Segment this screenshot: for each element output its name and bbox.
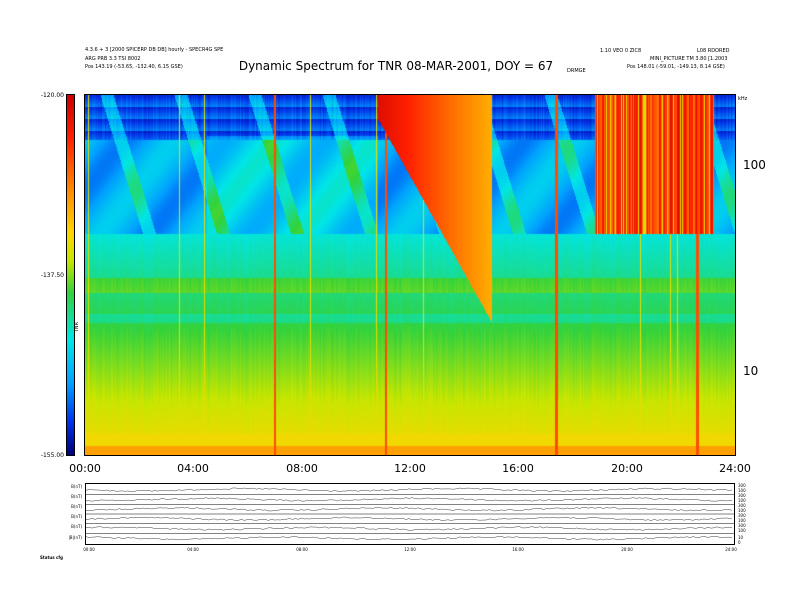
header-center-tiny: DRMGE (567, 68, 586, 74)
panel-trace (86, 487, 733, 492)
y-tick-10: 10 (743, 364, 759, 378)
panel-x-tick: 08:00 (296, 547, 308, 552)
panel-right-tick: 100 (738, 508, 746, 513)
panel-right-tick: 100 (738, 518, 746, 523)
header-right-line1: 1.10 VEO 0 ZIC8 (600, 48, 642, 54)
header-right-line3: L08 RDORED (697, 48, 730, 54)
panel-trace (86, 526, 733, 531)
footer-status-label: Status cfg (40, 555, 63, 560)
panel-x-tick: 24:00 (725, 547, 737, 552)
x-tick: 24:00 (719, 462, 751, 475)
y-axis-unit: kHz (738, 96, 748, 102)
chart-title: Dynamic Spectrum for TNR 08-MAR-2001, DO… (238, 59, 554, 73)
x-tick: 08:00 (286, 462, 318, 475)
panel-x-tick: 20:00 (621, 547, 633, 552)
x-tick: 00:00 (69, 462, 101, 475)
colorbar-tick-min: -155.00 (40, 452, 64, 459)
y-tick-100: 100 (743, 158, 766, 172)
panel-right-tick: 0 (738, 540, 741, 545)
panel-right-tick: 300 (738, 503, 746, 508)
colorbar (66, 94, 75, 456)
panel-trace (86, 516, 733, 521)
panel-right-tick: 300 (738, 523, 746, 528)
panel-trace (86, 507, 733, 512)
panel-right-tick: 100 (738, 498, 746, 503)
colorbar-tick-mid: -137.50 (40, 272, 64, 279)
header-left-line1: 4.3.6 + 3 [2000 SPICERP DB DB] hourly - … (85, 47, 224, 53)
panel-right-tick: 10 (738, 535, 744, 540)
time-series-panels (85, 483, 735, 545)
header-right-line2: MINI_PICTURE TM 3.80 [1.2003 (650, 56, 728, 62)
x-tick: 12:00 (394, 462, 426, 475)
panel-x-tick: 16:00 (512, 547, 524, 552)
x-tick: 16:00 (502, 462, 534, 475)
panel-label: |B|(nT) (68, 535, 82, 540)
panel-x-tick: 04:00 (187, 547, 199, 552)
panel-trace (86, 536, 733, 541)
header-left-line3: Pos 143.19 (-53.65, -132.40, 6.15 GSE) (85, 64, 183, 70)
panel-x-tick: 12:00 (404, 547, 416, 552)
colorbar-tick-max: -120.00 (40, 92, 64, 99)
panel-right-tick: 300 (738, 513, 746, 518)
spectrogram-canvas (85, 95, 735, 455)
panel-x-tick: 00:00 (83, 547, 95, 552)
panel-label: B(nT) (71, 524, 82, 529)
header-right-line4: Pos 148.01 (-59.01, -149.13, 8.14 GSE) (627, 64, 725, 70)
panel-right-tick: 300 (738, 483, 746, 488)
panel-label: B(nT) (71, 514, 82, 519)
panel-right-tick: 300 (738, 493, 746, 498)
x-tick: 04:00 (177, 462, 209, 475)
header-left-line2: ARG PRB 3.3 TSI 8002 (85, 56, 141, 62)
x-tick: 20:00 (611, 462, 643, 475)
panel-right-tick: 100 (738, 528, 746, 533)
panel-label: B(nT) (71, 494, 82, 499)
panel-trace (86, 497, 733, 502)
panel-label: B(nT) (71, 484, 82, 489)
panel-label: B(nT) (71, 504, 82, 509)
spectrogram-plot (84, 94, 736, 456)
colorbar-unit-label: TNR (74, 322, 80, 333)
panel-right-tick: 100 (738, 488, 746, 493)
